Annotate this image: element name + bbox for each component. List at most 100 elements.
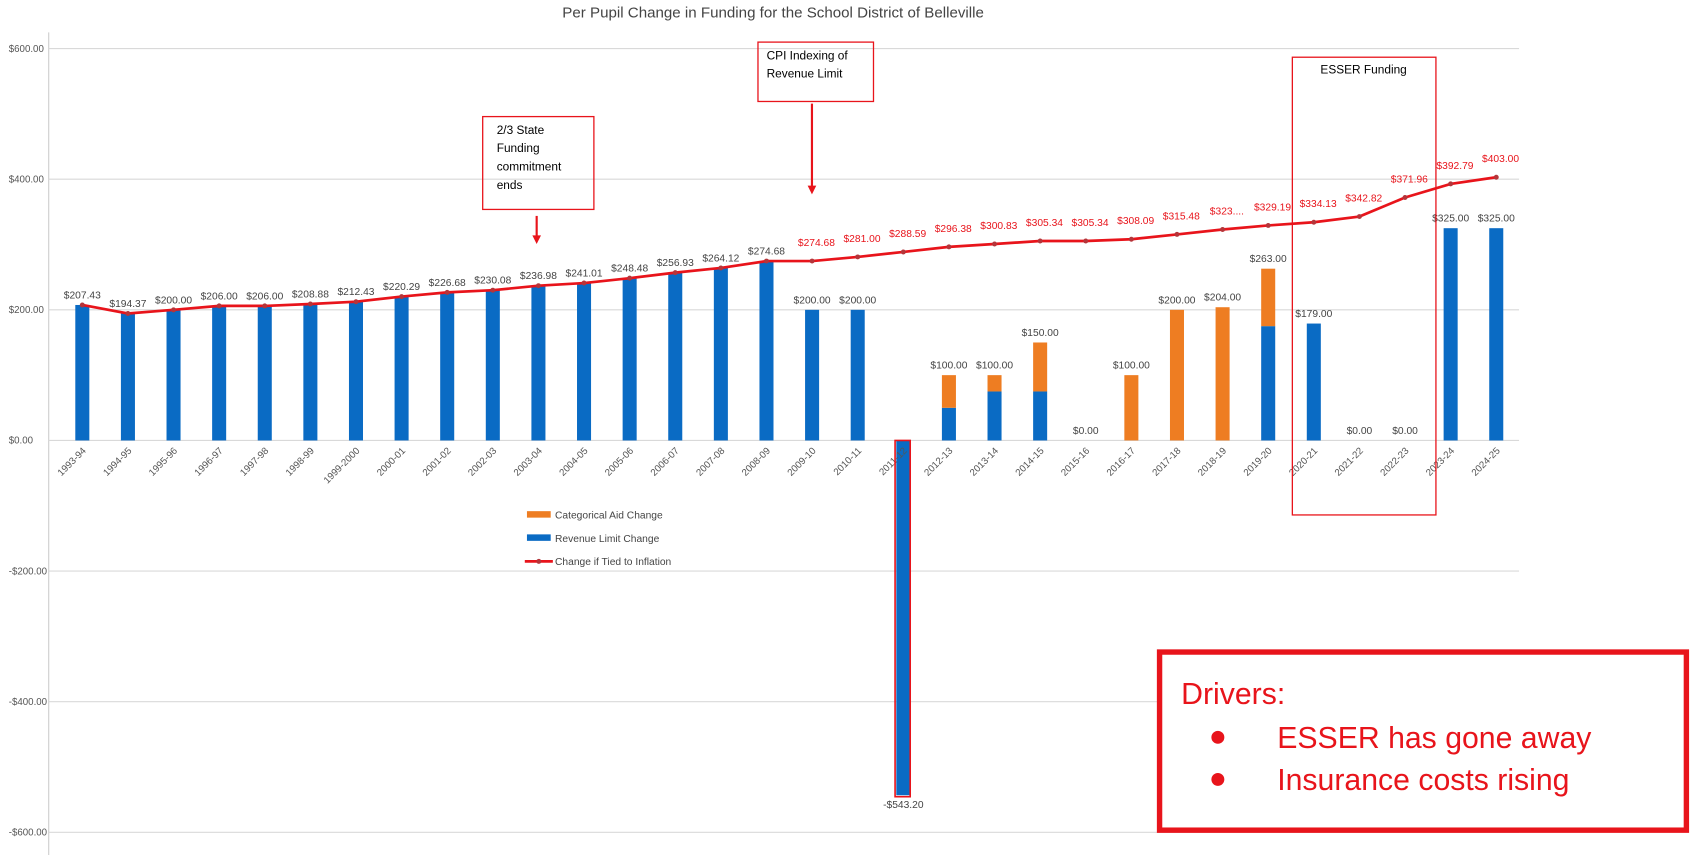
x-tick-label: 2002-03 — [466, 446, 499, 479]
bar-label: $194.37 — [109, 299, 146, 310]
line-marker — [535, 283, 541, 289]
line-label: $281.00 — [843, 234, 880, 245]
bar — [941, 407, 956, 441]
bar — [622, 278, 637, 441]
bar — [120, 313, 135, 441]
line-marker — [855, 254, 861, 260]
line-marker — [1037, 238, 1043, 244]
line-label: $334.13 — [1300, 199, 1337, 210]
line-marker — [1311, 219, 1317, 225]
bar — [1033, 342, 1048, 392]
x-tick-label: 1999-2000 — [322, 445, 363, 486]
x-tick-label: 2017-18 — [1150, 446, 1183, 479]
line-label: $305.34 — [1026, 218, 1063, 229]
bar-label: $226.68 — [429, 278, 466, 289]
bar-label: $220.29 — [383, 282, 420, 293]
bar — [394, 296, 409, 441]
callout-box — [1156, 649, 1690, 833]
line-label: $342.82 — [1345, 193, 1382, 204]
bar — [941, 375, 956, 408]
bar — [1124, 375, 1139, 441]
bar-label: $241.01 — [566, 269, 603, 280]
bar-label: $100.00 — [1113, 361, 1150, 372]
bar — [1306, 323, 1321, 441]
line-label: $371.96 — [1391, 174, 1428, 185]
x-tick-label: 2012-13 — [922, 446, 955, 479]
bar-label: $263.00 — [1250, 254, 1287, 265]
bar-label: $236.98 — [520, 271, 557, 282]
bar — [531, 285, 546, 441]
y-tick-label: -$200.00 — [9, 566, 48, 577]
line-marker — [627, 275, 633, 281]
x-tick-label: 2008-09 — [740, 446, 773, 479]
bar-label: $248.48 — [611, 264, 648, 275]
bar — [303, 304, 318, 441]
x-tick-label: 1996-97 — [193, 446, 226, 479]
bar-label: $0.00 — [1392, 426, 1418, 437]
bar — [1169, 309, 1184, 441]
bar-label: $212.43 — [337, 287, 374, 298]
bar-label: $100.00 — [930, 361, 967, 372]
line-marker — [216, 303, 222, 309]
bar — [713, 267, 728, 441]
annotation: CPI Indexing of — [767, 48, 849, 62]
line-label: $403.00 — [1482, 154, 1519, 165]
bar-label: $200.00 — [155, 295, 192, 306]
x-tick-label: 2007-08 — [694, 446, 727, 479]
x-tick-label: 2018-19 — [1196, 446, 1229, 479]
x-tick-label: 2003-04 — [512, 445, 545, 478]
line-marker — [809, 258, 815, 264]
line-marker — [262, 303, 268, 309]
x-tick-label: 2013-14 — [968, 445, 1001, 478]
line-marker — [1265, 222, 1271, 228]
bar-label: $179.00 — [1295, 309, 1332, 320]
y-tick-label: $400.00 — [9, 174, 45, 185]
bar-label: $208.88 — [292, 290, 329, 301]
y-tick-label: -$400.00 — [9, 697, 48, 708]
legend-label: Change if Tied to Inflation — [555, 557, 672, 568]
bar — [759, 261, 774, 441]
bar — [1443, 228, 1458, 441]
bar-label: $200.00 — [1158, 295, 1195, 306]
line-marker — [1493, 174, 1499, 180]
annotation: ends — [497, 178, 523, 192]
legend-label: Revenue Limit Change — [555, 534, 660, 545]
line-marker — [171, 307, 177, 313]
x-tick-label: 2010-11 — [832, 446, 864, 478]
line-label: $329.19 — [1254, 202, 1291, 213]
line-marker — [946, 244, 952, 250]
x-tick-label: 2021-22 — [1333, 446, 1366, 479]
x-tick-label: 2009-10 — [786, 445, 819, 478]
arrow-head — [532, 235, 541, 244]
x-tick-label: 2019-20 — [1242, 445, 1275, 478]
annotation: Funding — [497, 141, 540, 155]
y-tick-label: $0.00 — [9, 436, 34, 447]
bar — [348, 301, 363, 441]
bar-label: -$543.20 — [883, 800, 924, 811]
bar — [257, 305, 272, 441]
line — [82, 175, 1497, 315]
x-tick-label: 2006-07 — [649, 446, 682, 479]
line-label: $288.59 — [889, 229, 926, 240]
line-marker — [1356, 214, 1362, 220]
line-label: $274.68 — [798, 238, 835, 249]
bar — [668, 272, 683, 441]
x-tick-label: 2000-01 — [375, 446, 408, 479]
bar-label: $100.00 — [976, 361, 1013, 372]
annotation: ESSER Funding — [1320, 62, 1406, 76]
line-label: $305.34 — [1072, 218, 1109, 229]
bar — [440, 292, 455, 441]
line-marker — [763, 258, 769, 264]
x-tick-label: 2016-17 — [1105, 446, 1138, 479]
x-tick-label: 1994-95 — [101, 446, 134, 479]
x-tick-label: 2024-25 — [1470, 446, 1503, 479]
line-marker — [307, 301, 313, 307]
x-tick-label: 1993-94 — [56, 445, 89, 478]
line-marker — [992, 241, 998, 247]
bar — [1261, 268, 1276, 327]
x-tick-label: 2023-24 — [1424, 445, 1457, 478]
bar-label: $0.00 — [1073, 426, 1099, 437]
line-marker — [1220, 227, 1226, 232]
bar — [850, 309, 865, 441]
